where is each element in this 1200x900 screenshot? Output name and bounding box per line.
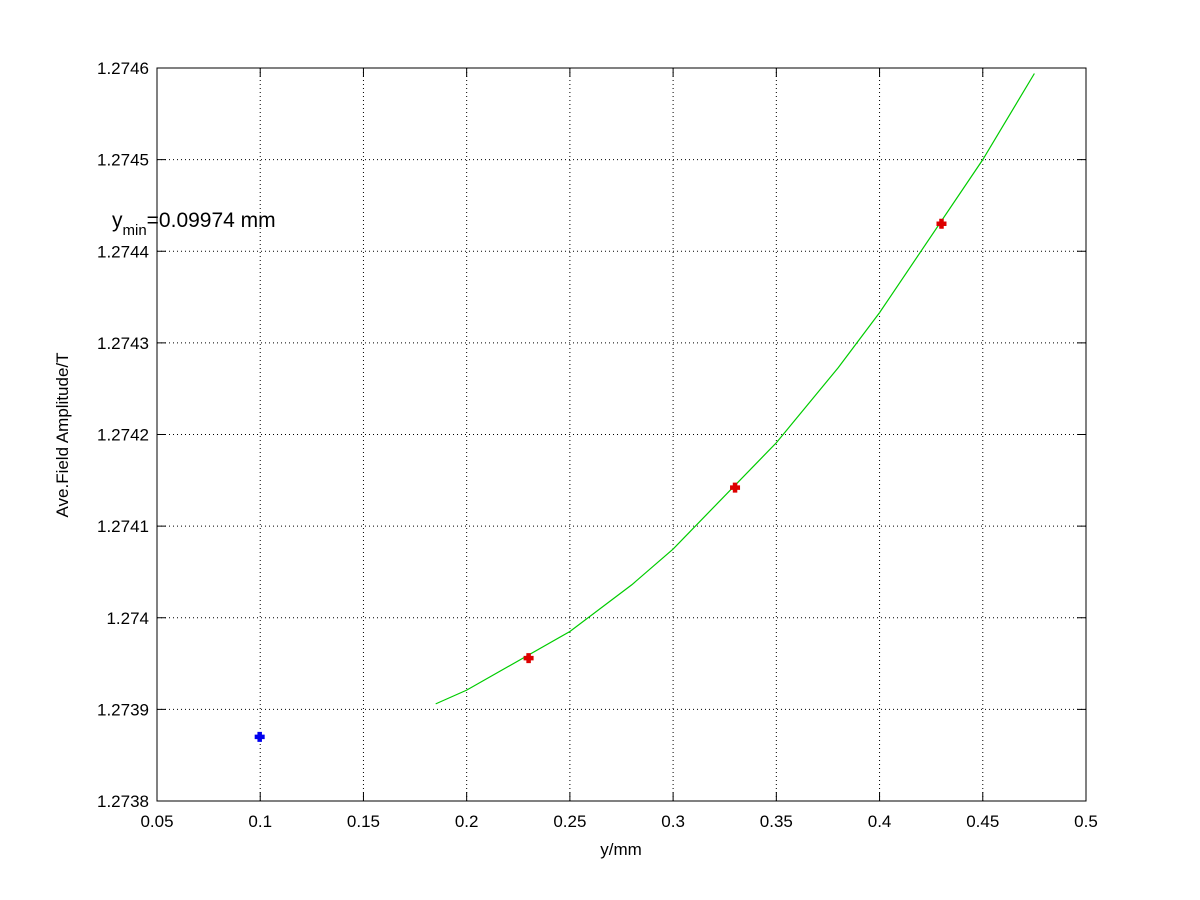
x-tick-label: 0.25 xyxy=(553,812,586,831)
y-tick-label: 1.2745 xyxy=(97,151,149,170)
annotation: ymin=0.09974 mm xyxy=(112,209,276,239)
plot-frame xyxy=(156,67,1087,802)
y-tick-label: 1.2743 xyxy=(97,334,149,353)
y-tick-label: 1.2739 xyxy=(97,700,149,719)
x-tick-label: 0.4 xyxy=(868,812,892,831)
annotation-sub: min xyxy=(123,222,147,239)
marker xyxy=(254,731,265,742)
marker xyxy=(523,653,534,664)
y-axis-label: Ave.Field Amplitude/T xyxy=(53,352,72,517)
y-tick-label: 1.2741 xyxy=(97,517,149,536)
x-tick-label: 0.45 xyxy=(966,812,999,831)
y-tick-label: 1.274 xyxy=(106,609,149,628)
annotation-rest: =0.09974 mm xyxy=(147,209,276,232)
y-tick-label: 1.2738 xyxy=(97,792,149,811)
annotation-main: y xyxy=(112,209,123,232)
y-tick-label: 1.2742 xyxy=(97,426,149,445)
x-tick-label: 0.05 xyxy=(140,812,173,831)
x-axis-label: y/mm xyxy=(600,840,642,859)
x-tick-label: 0.15 xyxy=(347,812,380,831)
x-tick-label: 0.35 xyxy=(760,812,793,831)
x-tick-label: 0.3 xyxy=(661,812,685,831)
y-tick-label: 1.2746 xyxy=(97,59,149,78)
marker xyxy=(936,218,947,229)
x-tick-label: 0.2 xyxy=(455,812,479,831)
y-tick-label: 1.2744 xyxy=(97,242,149,261)
x-tick-label: 0.5 xyxy=(1074,812,1098,831)
fit-line xyxy=(435,73,1035,705)
marker xyxy=(730,482,741,493)
x-tick-label: 0.1 xyxy=(248,812,272,831)
